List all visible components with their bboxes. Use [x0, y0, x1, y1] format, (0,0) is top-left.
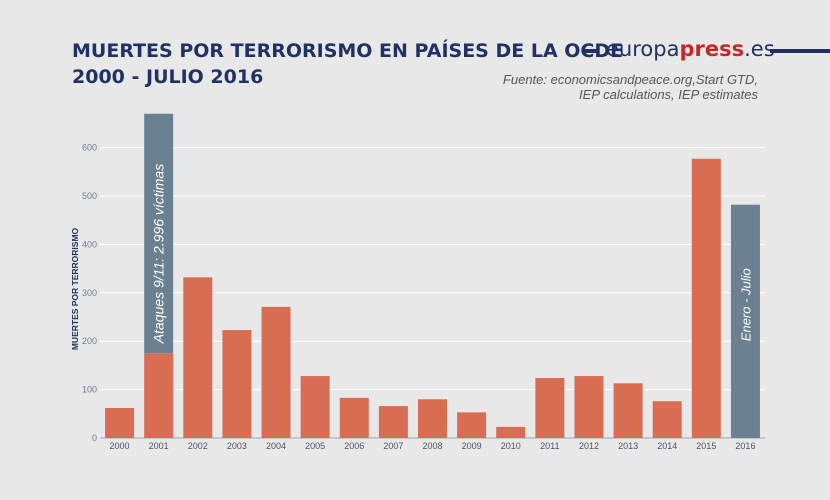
y-tick-label-0: 0	[92, 433, 97, 443]
annotation-label-2016: Enero - Julio	[738, 268, 753, 341]
y-tick-label-200: 200	[82, 336, 97, 346]
x-tick-label-2007: 2007	[383, 441, 403, 451]
bar-2012	[574, 376, 604, 438]
annotation-label-2001: Ataques 9/11: 2.996 víctimas	[151, 164, 167, 345]
bar-extension-2001	[144, 113, 174, 354]
x-tick-label-2005: 2005	[305, 441, 325, 451]
x-tick-label-2014: 2014	[657, 441, 677, 451]
brand-line-right	[770, 49, 830, 53]
x-tick-label-2000: 2000	[110, 441, 130, 451]
bar-2008	[418, 399, 447, 438]
brand-line-left	[582, 49, 598, 53]
y-tick-label-300: 300	[82, 288, 97, 298]
bar-2006	[339, 397, 369, 438]
bar-2007	[378, 406, 408, 438]
x-tick-label-2012: 2012	[579, 441, 599, 451]
y-tick-label-600: 600	[82, 143, 97, 153]
x-tick-label-2010: 2010	[501, 441, 521, 451]
source-line-2: IEP calculations, IEP estimates	[579, 87, 758, 102]
x-tick-label-2009: 2009	[462, 441, 482, 451]
source-note: Fuente: economicsandpeace.org,Start GTD,…	[503, 72, 758, 102]
y-tick-label-400: 400	[82, 239, 97, 249]
bar-2015	[691, 158, 721, 438]
bar-2016	[730, 204, 760, 438]
x-tick-label-2001: 2001	[149, 441, 169, 451]
x-tick-label-2008: 2008	[422, 441, 442, 451]
x-tick-label-2011: 2011	[540, 441, 559, 451]
source-line-1: Fuente: economicsandpeace.org,Start GTD,	[502, 72, 758, 87]
x-tick-label-2006: 2006	[344, 441, 364, 451]
y-axis-label: MUERTES POR TERRORISMO	[70, 227, 80, 350]
bar-2000	[105, 407, 135, 438]
x-tick-label-2015: 2015	[696, 441, 716, 451]
x-tick-label-2002: 2002	[188, 441, 208, 451]
bar-2001	[144, 353, 174, 438]
chart-subtitle: 2000 - JULIO 2016	[72, 66, 264, 88]
x-tick-label-2003: 2003	[227, 441, 247, 451]
bar-2004	[261, 306, 291, 438]
bar-2005	[300, 376, 330, 438]
x-tick-label-2016: 2016	[735, 441, 755, 451]
x-tick-label-2004: 2004	[266, 441, 286, 451]
bar-2014	[652, 401, 682, 438]
bar-2002	[183, 277, 213, 438]
chart-title: MUERTES POR TERRORISMO EN PAÍSES DE LA O…	[72, 40, 624, 62]
bar-2010	[496, 426, 526, 438]
brand-logo: europapress.es	[606, 37, 775, 61]
bar-2013	[613, 383, 643, 438]
bar-2011	[535, 377, 565, 438]
bar-2003	[222, 330, 252, 438]
y-tick-label-500: 500	[82, 191, 97, 201]
bar-2009	[457, 412, 487, 438]
y-tick-label-100: 100	[82, 385, 97, 395]
x-tick-label-2013: 2013	[618, 441, 638, 451]
